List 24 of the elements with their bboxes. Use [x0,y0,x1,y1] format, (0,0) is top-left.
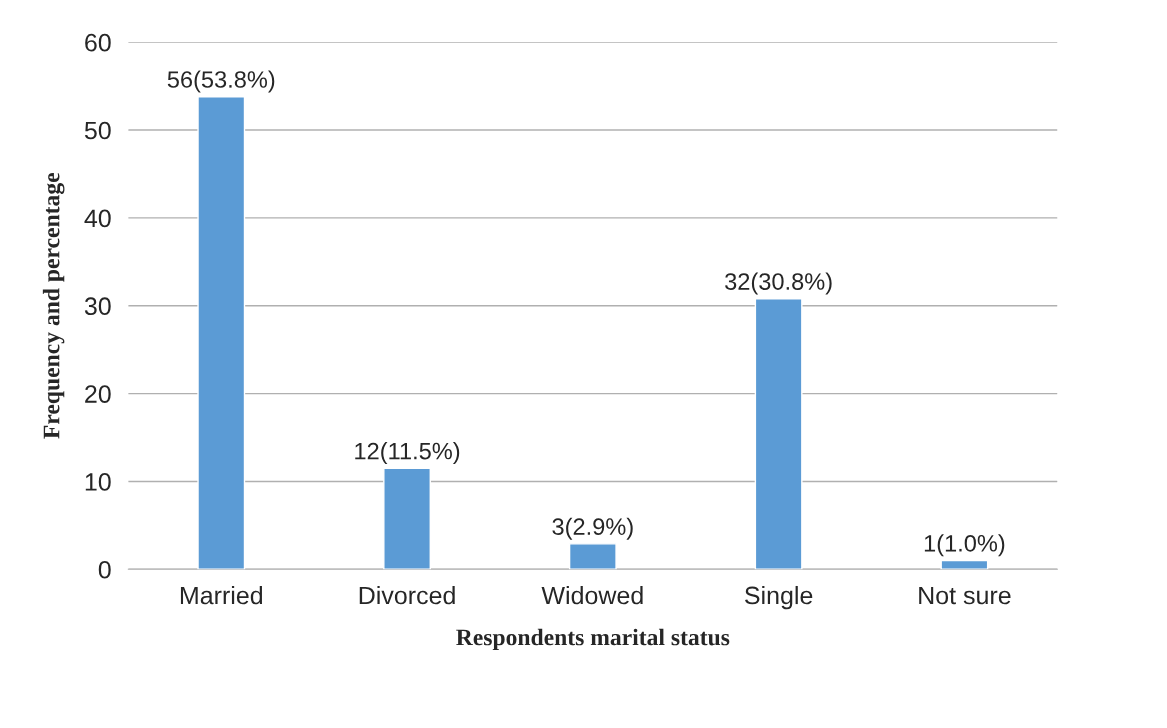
data-label: 12(11.5%) [355,442,460,465]
x-axis-title: Respondents marital status [456,628,730,651]
bar [568,543,617,570]
x-tick-label: Not sure [919,586,1011,605]
bar [383,467,431,570]
y-tick-label: 40 [84,209,111,228]
x-tick-label: Married [180,585,263,605]
x-tick-label: Widowed [541,585,643,605]
data-label: 56(53.8%) [167,70,275,93]
y-tick-label: 20 [85,385,111,403]
data-label: 32(30.8%) [725,272,832,295]
x-tick-label: Single [745,585,813,610]
y-tick-label: 10 [85,473,111,491]
bar [197,95,246,570]
y-tick-label: 60 [85,33,111,52]
bar [754,298,803,570]
data-label: 1(1.0%) [924,534,1005,557]
y-tick-label: 50 [84,121,111,140]
y-tick-label: 30 [84,297,111,316]
data-label: 3(2.9%) [552,517,633,540]
y-axis-title: Frequency and percentage [42,173,65,439]
x-tick-label: Divorced [359,585,455,605]
bar [940,559,989,570]
y-tick-label: 0 [98,560,111,579]
